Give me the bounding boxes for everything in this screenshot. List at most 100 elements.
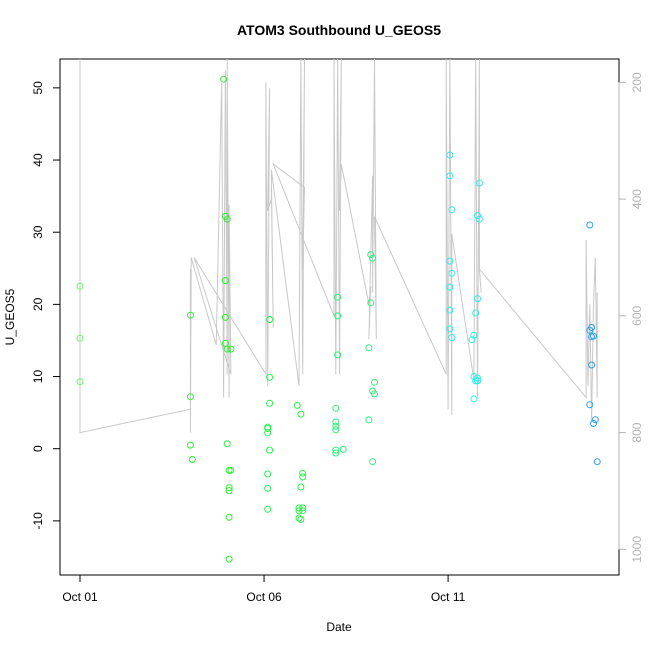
data-point [475,215,483,223]
chart-title: ATOM3 Southbound U_GEOS5 [237,22,441,38]
data-point [266,373,274,381]
data-point [365,344,373,352]
data-point [225,487,233,495]
data-point [472,377,480,385]
data-point [299,473,307,481]
data-point [367,251,375,259]
data-point [468,336,476,344]
data-point [371,390,378,398]
x-tick-label: Oct 01 [62,590,98,604]
data-point [297,410,305,418]
data-point [332,449,340,457]
data-point [334,293,342,301]
data-point [369,458,377,466]
data-point [295,514,303,522]
pressure-line [79,58,598,434]
data-point [223,345,231,353]
y2-tick-label: 600 [630,306,644,326]
data-point [332,418,340,426]
data-point [367,299,375,307]
data-point [266,316,274,323]
data-point [586,221,594,229]
data-point [297,483,305,491]
data-point [369,254,377,262]
data-point [186,441,194,449]
pressure-line-layer [79,58,598,434]
data-point [371,378,378,386]
data-point [295,507,303,515]
data-point [223,215,231,223]
data-point [264,484,272,492]
data-point [448,269,456,277]
data-point [586,401,594,409]
data-point [220,75,228,83]
data-point [332,422,340,430]
data-point [470,331,478,339]
data-point [332,426,340,434]
data-point [76,378,84,386]
data-point [225,484,233,492]
data-point [365,416,373,424]
data-point [334,312,342,320]
y2-tick-label: 200 [630,72,644,92]
y2-tick-label: 400 [630,189,644,209]
data-point [446,283,454,291]
data-point [332,404,340,412]
data-point [446,306,454,314]
data-point [586,326,594,334]
data-point [225,513,233,521]
data-point [264,505,272,513]
data-point [299,507,307,515]
data-point [446,257,454,265]
data-point [188,456,196,463]
y-tick-label: 40 [31,153,45,167]
data-point [266,399,274,407]
y-axis-label: U_GEOS5 [3,288,17,345]
data-point [225,555,233,563]
data-point [591,416,599,424]
y-tick-label: -10 [31,512,45,530]
y-axis: -10 0 10 20 30 40 50 [31,81,61,530]
data-point [334,351,342,359]
data-point [446,325,454,333]
data-point [76,282,84,290]
data-point [593,458,601,466]
y-tick-label: 10 [31,370,45,384]
data-point [470,395,478,403]
data-point [299,469,307,477]
data-point [186,311,194,319]
data-point [264,470,272,478]
data-point [446,172,454,180]
data-point [297,515,305,523]
data-point [76,334,84,342]
data-point [446,151,454,159]
data-point [588,361,596,369]
y-tick-label: 20 [31,297,45,311]
data-point [470,373,478,380]
data-point [266,446,274,454]
data-point [472,309,480,317]
x-tick-label: Oct 06 [246,590,282,604]
y-tick-label: 50 [31,81,45,95]
data-point [448,334,456,342]
data-point [293,401,301,409]
y2-tick-label: 1000 [630,536,644,563]
y2-tick-label: 800 [630,422,644,442]
data-point [590,419,597,427]
y-tick-label: 0 [31,445,45,452]
data-point [186,393,194,401]
data-point [264,425,272,432]
data-point [227,466,235,474]
data-point [227,345,235,353]
x-axis-label: Date [326,620,352,634]
secondary-y-axis: 200 400 600 800 1000 [618,72,644,563]
data-point [221,277,229,285]
data-point [475,179,483,187]
data-point [339,445,347,453]
data-point [221,313,229,321]
x-axis: Oct 01 Oct 06 Oct 11 [62,574,466,604]
data-point [474,212,481,220]
y-tick-label: 30 [31,225,45,239]
